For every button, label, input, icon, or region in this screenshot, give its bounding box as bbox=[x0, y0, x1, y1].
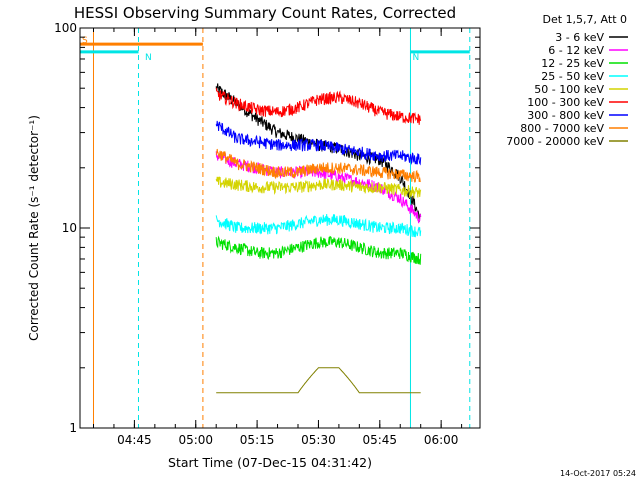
y-axis-label: Corrected Count Rate (s⁻¹ detector⁻¹) bbox=[27, 115, 41, 341]
x-tick-label-5: 06:00 bbox=[424, 433, 459, 447]
axes: 04:45 05:00 05:15 05:30 05:45 06:00 1 10 100 bbox=[54, 21, 481, 447]
series-line-7 bbox=[215, 148, 421, 183]
series-line-0 bbox=[215, 83, 422, 222]
y-tick-label-1: 10 bbox=[62, 221, 77, 235]
x-tick-label-3: 05:30 bbox=[301, 433, 336, 447]
x-tick-label-0: 04:45 bbox=[117, 433, 152, 447]
flag-label-1: N bbox=[145, 53, 152, 63]
x-tick-label-1: 05:00 bbox=[178, 433, 213, 447]
chart-title: HESSI Observing Summary Count Rates, Cor… bbox=[74, 4, 456, 22]
legend-title: Det 1,5,7, Att 0 bbox=[543, 13, 627, 26]
legend-label-8: 7000 - 20000 keV bbox=[506, 135, 604, 148]
legend-label-0: 3 - 6 keV bbox=[555, 31, 604, 44]
x-tick-label-4: 05:45 bbox=[362, 433, 397, 447]
flag-label-2: N bbox=[412, 53, 419, 63]
legend-label-6: 300 - 800 keV bbox=[527, 109, 604, 122]
series-line-5 bbox=[215, 87, 422, 125]
series-line-2 bbox=[215, 235, 422, 265]
flag-label-0: S bbox=[82, 36, 88, 46]
x-tick-label-2: 05:15 bbox=[240, 433, 275, 447]
series-line-3 bbox=[215, 213, 422, 238]
series-line-4 bbox=[215, 176, 422, 199]
legend-label-1: 6 - 12 keV bbox=[548, 44, 604, 57]
y-tick-label-0: 1 bbox=[69, 421, 77, 435]
plot-area: S N N bbox=[80, 28, 471, 428]
plot-timestamp: 14-Oct-2017 05:24 bbox=[560, 469, 636, 478]
legend-label-3: 25 - 50 keV bbox=[541, 70, 604, 83]
y-tick-label-2: 100 bbox=[54, 21, 77, 35]
legend-label-2: 12 - 25 keV bbox=[541, 57, 604, 70]
legend-label-5: 100 - 300 keV bbox=[527, 96, 604, 109]
series-line-8 bbox=[216, 367, 421, 394]
series-line-6 bbox=[215, 120, 422, 166]
legend-label-7: 800 - 7000 keV bbox=[520, 122, 604, 135]
x-axis-label: Start Time (07-Dec-15 04:31:42) bbox=[168, 455, 372, 470]
legend-label-4: 50 - 100 keV bbox=[534, 83, 604, 96]
